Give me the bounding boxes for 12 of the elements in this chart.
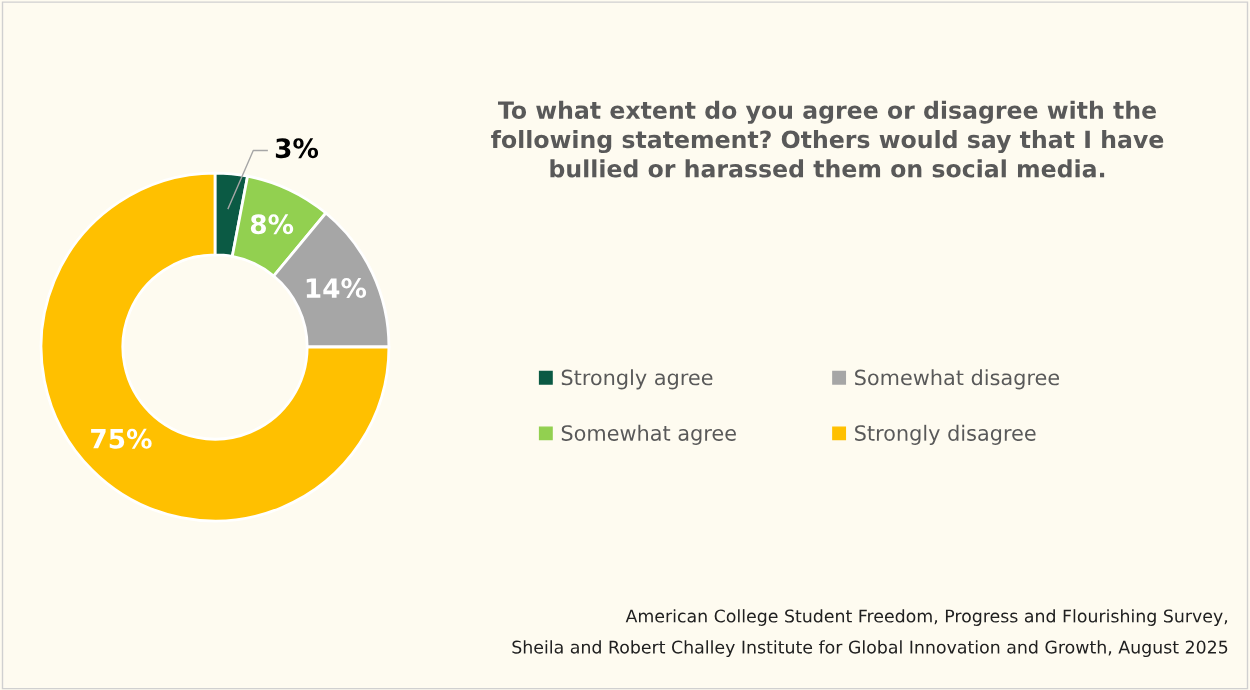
legend-label: Somewhat disagree [855, 369, 1060, 390]
donut-slice [39, 171, 391, 523]
data-label: 75% [91, 428, 152, 449]
chart-title: To what extent do you agree or disagree with the following statement? Others would say that I have bullied or harassed them on social media. [491, 100, 1164, 178]
legend-label: Somewhat agree [561, 424, 736, 445]
data-label: 3% [275, 138, 319, 159]
legend-label: Strongly disagree [855, 424, 1036, 445]
data-label: 8% [250, 214, 294, 235]
data-label: 14% [306, 278, 367, 299]
legend-label: Strongly agree [561, 369, 713, 390]
text: American College Student Freedom, Progress and Flourishing Survey, [625, 609, 1228, 626]
text: Sheila and Robert Challey Institute for Global Innovation and Growth, August 2025 [512, 640, 1228, 657]
